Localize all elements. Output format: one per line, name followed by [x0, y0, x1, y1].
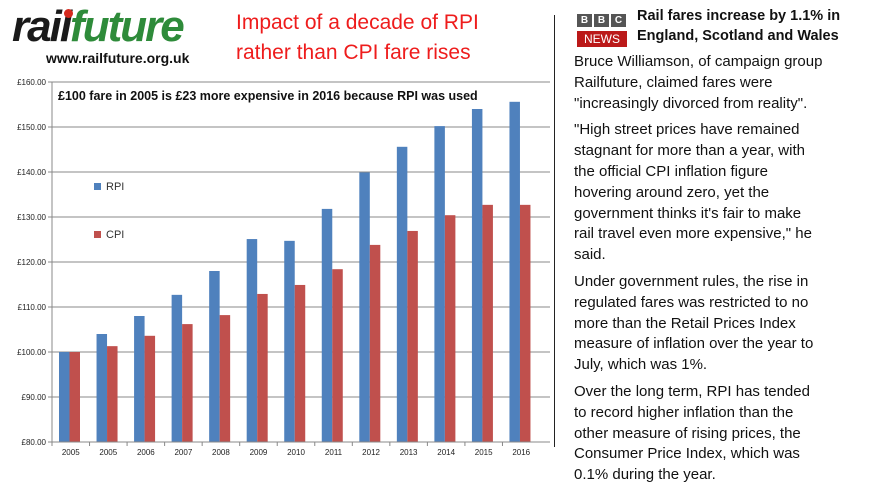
x-tick-label: 2011	[325, 448, 343, 457]
bar-rpi	[59, 352, 70, 442]
bar-cpi	[332, 269, 343, 442]
article-line: Railfuture, claimed fares were	[574, 73, 773, 91]
bar-cpi	[182, 324, 193, 442]
legend-label-rpi: RPI	[106, 181, 124, 193]
bar-rpi	[359, 172, 370, 442]
railfuture-logo: railfuture	[12, 2, 185, 52]
y-tick-label: £160.00	[17, 78, 46, 87]
x-tick-label: 2007	[174, 448, 192, 457]
x-tick-label: 2013	[400, 448, 418, 457]
news-headline: Rail fares increase by 1.1% in England, …	[637, 6, 840, 46]
y-tick-label: £90.00	[22, 393, 47, 402]
article-paragraph: "High street prices have remained stagnan…	[574, 120, 822, 266]
article-line: Under government rules, the rise in	[574, 272, 809, 290]
chart-title: Impact of a decade of RPI rather than CP…	[236, 8, 479, 68]
news-label: NEWS	[577, 31, 627, 47]
legend-swatch-rpi	[94, 183, 101, 190]
bar-rpi	[171, 294, 183, 442]
article-line: Consumer Price Index, which was	[574, 445, 800, 463]
legend-label-cpi: CPI	[106, 229, 124, 241]
bar-cpi	[107, 346, 118, 442]
logo-dot	[64, 9, 73, 18]
bar-rpi	[96, 334, 108, 442]
article-line: to record higher inflation than the	[574, 403, 794, 421]
article-line: Over the long term, RPI has tended	[574, 382, 810, 400]
logo-future: future	[70, 2, 185, 51]
y-tick-label: £140.00	[17, 168, 46, 177]
x-tick-label: 2010	[287, 448, 305, 457]
bar-cpi	[294, 284, 306, 442]
x-tick-label: 2015	[475, 448, 493, 457]
bar-cpi	[69, 352, 80, 442]
article-line: regulated fares was restricted to no	[574, 293, 809, 311]
y-tick-label: £130.00	[17, 213, 46, 222]
bar-cpi	[219, 315, 231, 442]
article-line: July, which was 1%.	[574, 356, 708, 374]
bbc-letter: C	[611, 14, 626, 27]
bar-cpi	[257, 293, 268, 442]
article-line: "increasingly divorced from reality".	[574, 94, 808, 112]
title-line-2: rather than CPI fare rises	[236, 41, 471, 64]
article-line: measure of inflation over the year to	[574, 335, 814, 353]
bar-rpi	[509, 101, 520, 443]
bar-rpi	[434, 126, 445, 442]
y-tick-label: £150.00	[17, 123, 46, 132]
bar-rpi	[471, 109, 483, 442]
y-tick-label: £80.00	[22, 438, 47, 447]
bbc-letter: B	[594, 14, 609, 27]
article-line: "High street prices have remained	[574, 121, 800, 139]
x-tick-label: 2008	[212, 448, 230, 457]
x-tick-label: 2006	[137, 448, 155, 457]
x-tick-label: 2014	[437, 448, 455, 457]
bar-rpi	[321, 208, 333, 442]
y-tick-label: £120.00	[17, 258, 46, 267]
x-tick-label: 2009	[250, 448, 268, 457]
bar-cpi	[482, 204, 493, 442]
bar-cpi	[369, 244, 381, 442]
chart-annotation: £100 fare in 2005 is £23 more expensive …	[58, 89, 478, 103]
bar-rpi	[246, 239, 258, 442]
x-tick-label: 2005	[99, 448, 117, 457]
x-tick-label: 2012	[362, 448, 380, 457]
bar-rpi	[209, 271, 220, 442]
article-paragraph: Over the long term, RPI has tended to rec…	[574, 382, 822, 486]
article-line: said.	[574, 246, 606, 264]
divider	[554, 15, 555, 447]
bar-chart: £80.00 £90.00 £100.00 £110.00 £120.00 £130.00…	[17, 78, 550, 457]
article-line: rail travel even more expensive," he	[574, 225, 812, 243]
x-tick-label: 2005	[62, 448, 80, 457]
article-body: Bruce Williamson, of campaign group Railf…	[574, 52, 822, 492]
article-line: stagnant for more than a year, with	[574, 142, 805, 160]
article-paragraph: Under government rules, the rise in regul…	[574, 272, 822, 376]
headline-line: Rail fares increase by 1.1% in	[637, 8, 841, 24]
article-line: the official CPI inflation figure	[574, 162, 768, 180]
article-line: more than the Retail Prices Index	[574, 314, 796, 332]
y-tick-label: £100.00	[17, 348, 46, 357]
y-tick-label: £110.00	[18, 303, 47, 312]
bar-cpi	[144, 335, 156, 442]
bar-cpi	[519, 204, 531, 442]
x-tick-label: 2016	[512, 448, 530, 457]
bar-rpi	[284, 240, 295, 442]
article-paragraph: Bruce Williamson, of campaign group Railf…	[574, 52, 822, 114]
bar-rpi	[134, 316, 145, 442]
article-line: hovering around zero, yet the	[574, 183, 770, 201]
bar-cpi	[444, 215, 456, 442]
website-url[interactable]: www.railfuture.org.uk	[46, 50, 190, 66]
article-line: government thinks it's fair to make	[574, 204, 802, 222]
logo-rail: rail	[12, 2, 72, 51]
bar-cpi	[407, 230, 418, 442]
article-line: Bruce Williamson, of campaign group	[574, 53, 823, 70]
headline-line: England, Scotland and Wales	[637, 28, 839, 44]
article-line: 0.1% during the year.	[574, 466, 716, 484]
article-line: other measure of rising prices, the	[574, 424, 801, 442]
legend-swatch-cpi	[94, 231, 101, 238]
bbc-letter: B	[577, 14, 592, 27]
title-line-1: Impact of a decade of RPI	[236, 11, 479, 34]
bar-rpi	[396, 146, 408, 443]
